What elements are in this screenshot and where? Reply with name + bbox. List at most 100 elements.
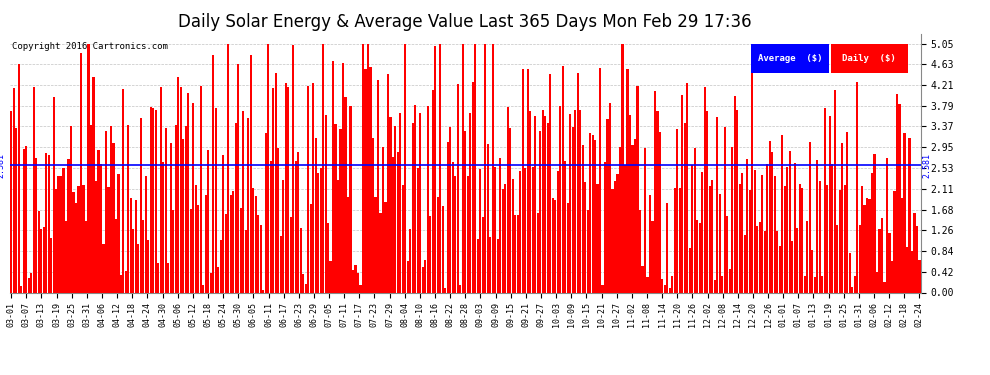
Bar [135,200,137,292]
Bar [50,238,52,292]
Bar [33,87,35,292]
Bar [464,131,466,292]
Bar [30,273,32,292]
Bar [25,146,27,292]
Bar [128,124,130,292]
Bar [252,188,254,292]
Bar [148,240,149,292]
Bar [113,143,115,292]
Bar [272,87,274,292]
Bar [120,274,122,292]
Bar [586,210,589,292]
Bar [72,192,74,292]
Bar [167,263,169,292]
Bar [502,189,504,292]
Bar [389,117,391,292]
Bar [240,208,242,292]
Bar [95,181,97,292]
Bar [919,260,921,292]
Bar [397,152,399,292]
Bar [362,44,364,292]
Bar [357,273,359,292]
Bar [614,181,616,292]
Bar [648,195,651,292]
Bar [642,266,644,292]
Bar [499,158,501,292]
Bar [145,176,147,292]
Bar [689,248,691,292]
Bar [771,152,773,292]
Bar [445,288,446,292]
Bar [359,285,361,292]
Bar [312,83,314,292]
Bar [886,158,888,292]
Bar [18,64,20,292]
Bar [267,44,269,292]
Bar [893,191,896,292]
Bar [527,69,529,292]
Bar [839,190,841,292]
Bar [644,148,646,292]
Bar [138,244,140,292]
Bar [292,45,294,292]
Bar [651,220,653,292]
Bar [118,174,120,292]
Bar [899,104,901,292]
Bar [427,105,429,292]
Bar [295,161,297,292]
Bar [546,123,548,292]
Bar [217,267,220,292]
Bar [466,176,469,292]
Bar [801,188,803,292]
Bar [597,184,599,292]
Bar [100,164,102,292]
Bar [205,195,207,292]
Bar [190,209,192,292]
Bar [624,165,626,292]
Bar [349,106,351,292]
Bar [569,114,571,292]
Bar [904,133,906,292]
Bar [327,224,329,292]
Bar [248,118,249,292]
Bar [691,165,693,292]
Bar [10,111,12,292]
Bar [154,110,157,292]
Bar [674,188,676,292]
Bar [656,111,658,292]
Bar [143,220,145,292]
Bar [432,90,434,292]
Bar [714,280,716,292]
Bar [766,164,768,292]
Bar [479,170,481,292]
Bar [694,148,696,292]
Bar [377,80,379,292]
Bar [20,286,22,292]
Bar [734,96,736,292]
Bar [599,68,601,292]
Bar [743,235,745,292]
Bar [494,167,496,292]
Bar [704,87,706,292]
Bar [748,190,750,292]
Bar [676,129,678,292]
Bar [901,198,903,292]
Bar [284,83,287,292]
Bar [409,229,412,292]
Bar [332,61,334,292]
Bar [888,233,891,292]
FancyBboxPatch shape [831,44,908,73]
Bar [369,67,371,292]
Text: 2.581: 2.581 [923,153,932,178]
Bar [149,107,151,292]
Bar [581,145,584,292]
Bar [133,229,135,292]
Bar [307,86,309,292]
Bar [836,225,839,292]
Bar [282,180,284,292]
Bar [477,238,479,292]
Bar [829,116,831,292]
Bar [220,240,222,292]
Bar [337,180,340,292]
Bar [532,167,534,292]
